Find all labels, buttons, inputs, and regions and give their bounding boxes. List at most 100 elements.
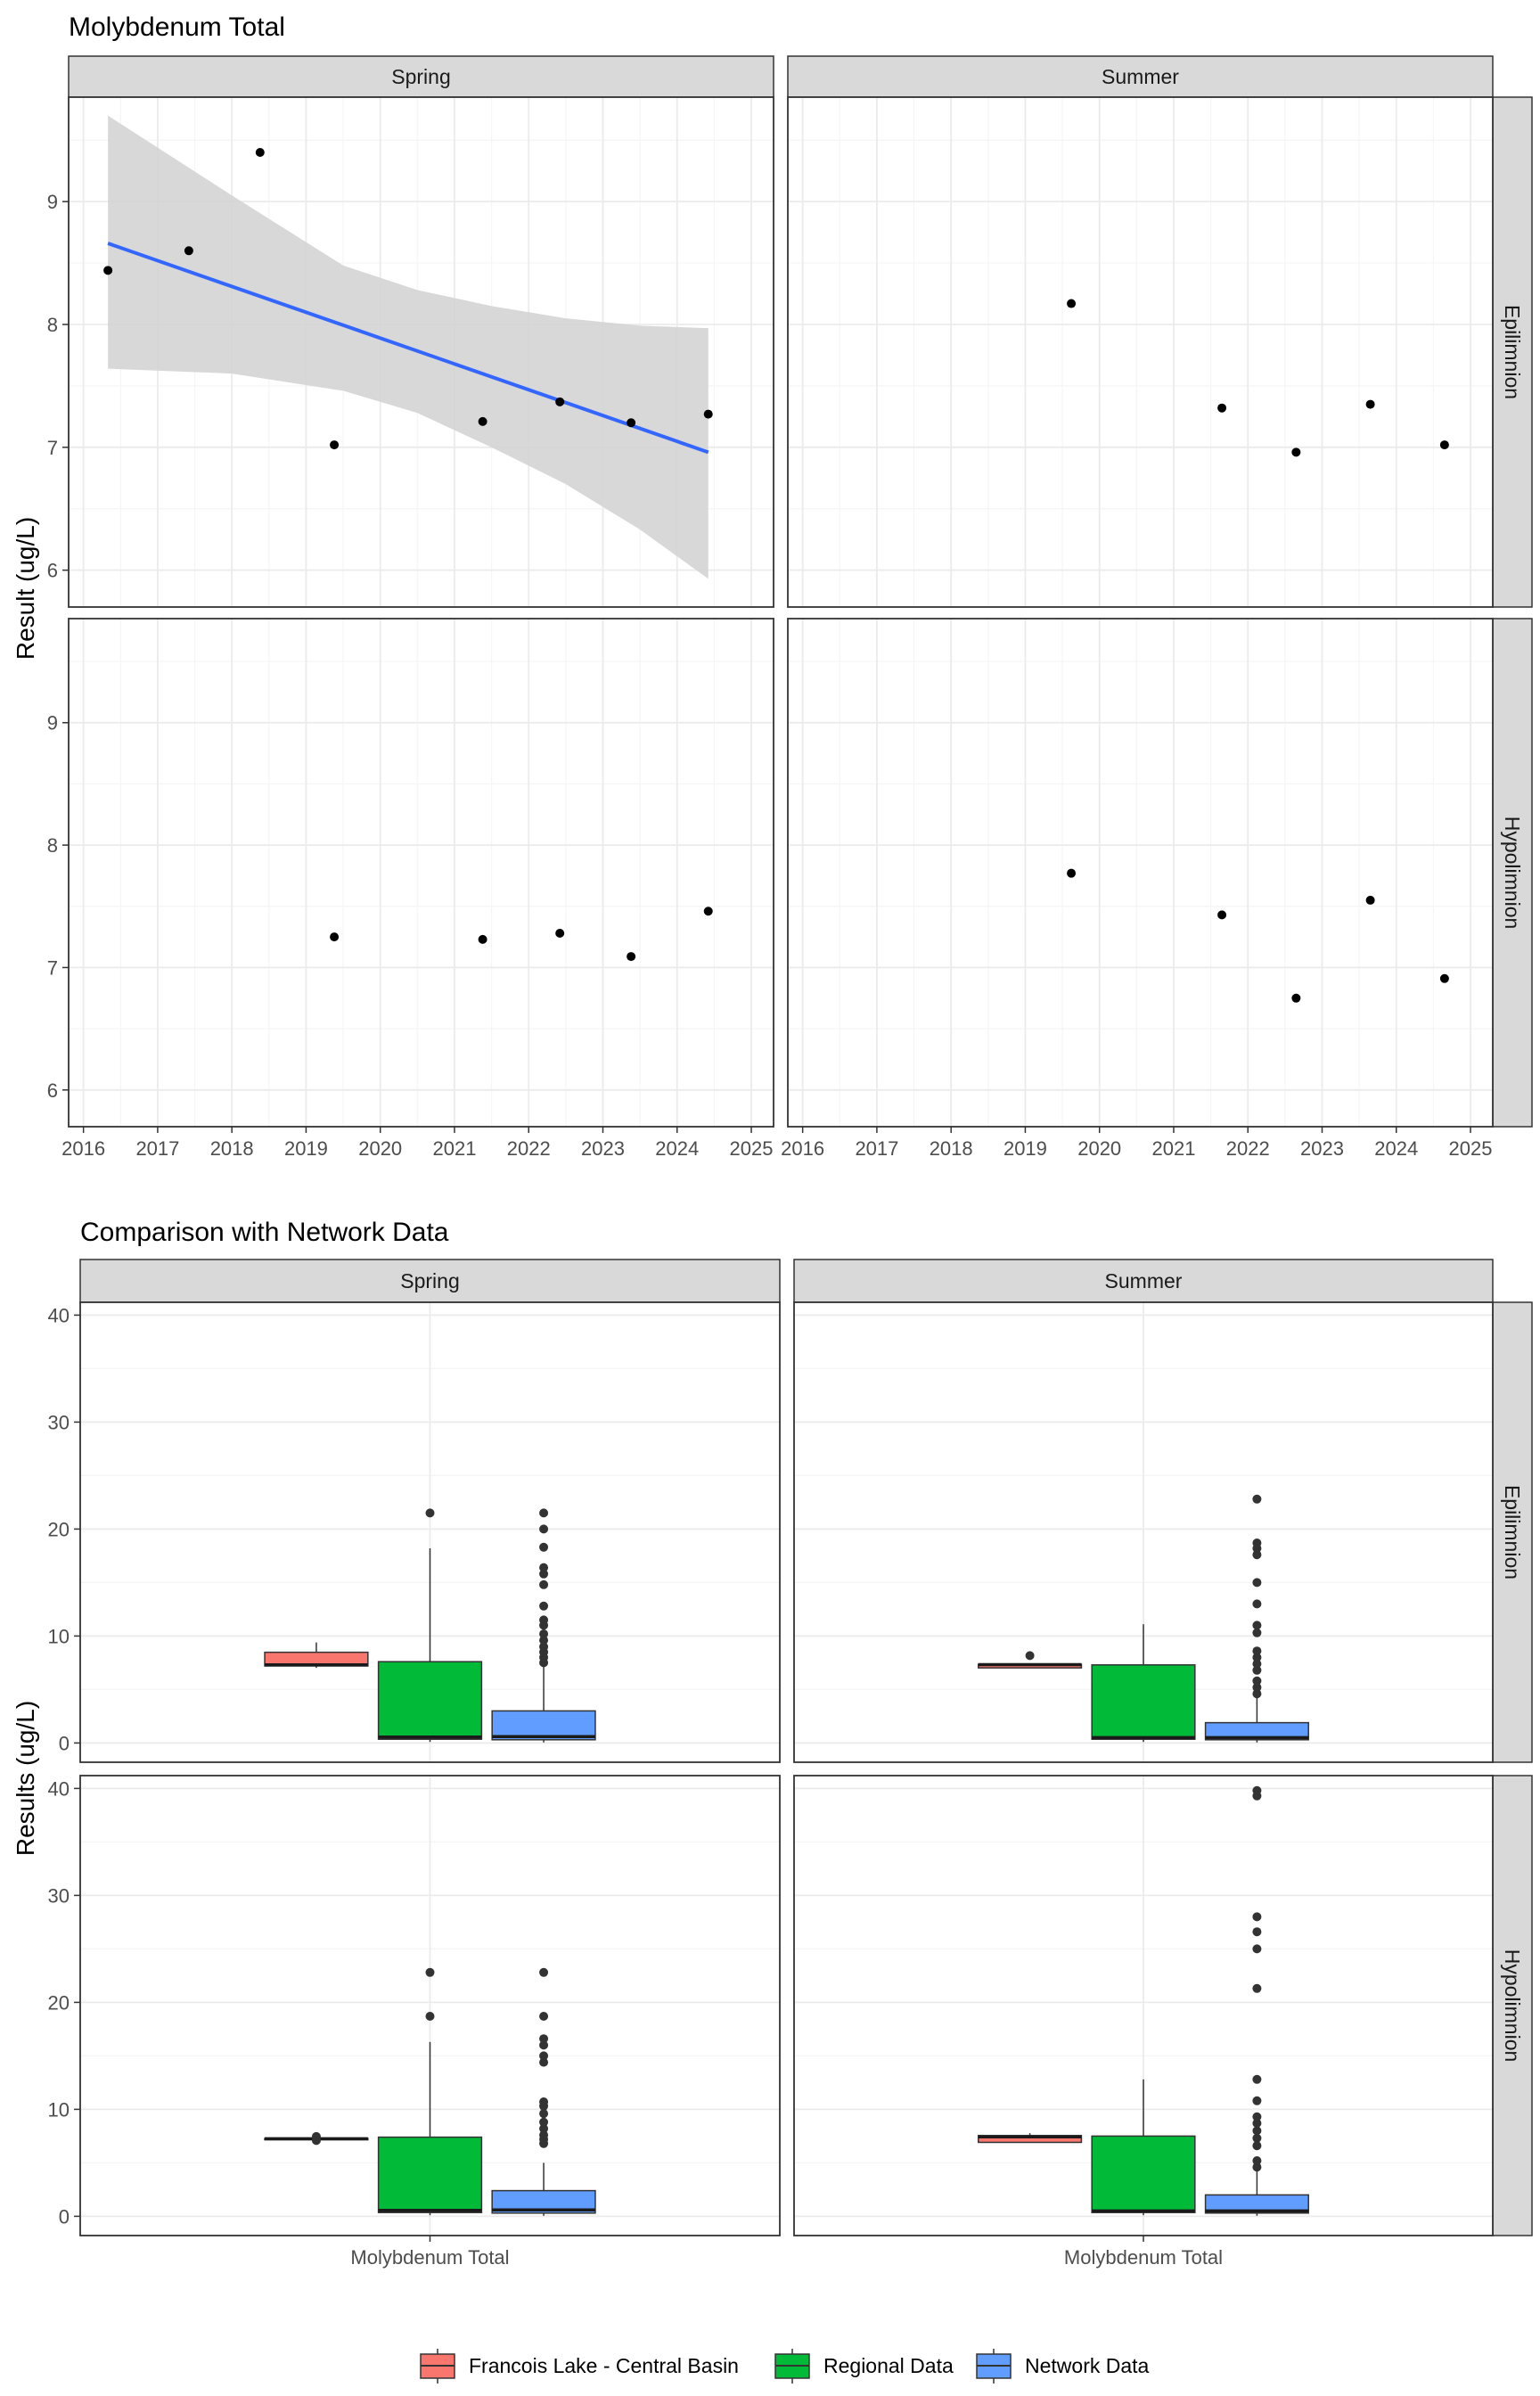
- facet-strip-label-spring: Spring: [400, 1269, 459, 1292]
- data-point: [703, 907, 713, 916]
- x-tick-label: 2017: [855, 1137, 898, 1160]
- x-tick-label: 2019: [1003, 1137, 1047, 1160]
- x-tick-label: 2022: [507, 1137, 551, 1160]
- box-body: [491, 1710, 596, 1741]
- outlier-point: [539, 2057, 549, 2067]
- outlier-point: [1252, 1550, 1262, 1560]
- data-point: [1217, 910, 1227, 920]
- data-point: [1067, 299, 1077, 308]
- x-tick-label: 2018: [210, 1137, 254, 1160]
- data-point: [627, 418, 636, 428]
- y-tick-label: 0: [59, 2205, 70, 2228]
- panel-summer-epilimnion: [787, 96, 1494, 608]
- box-network-data: [1204, 1785, 1309, 2216]
- legend-item-network-data: Network Data: [976, 2349, 1150, 2384]
- x-tick-label: 2022: [1226, 1137, 1270, 1160]
- outlier-point: [1252, 2126, 1262, 2136]
- facet-strip-label-spring: Spring: [391, 65, 450, 88]
- outlier-point: [539, 2097, 549, 2106]
- outlier-point: [1252, 1659, 1262, 1669]
- facet-strip-hypolimnion: [1492, 1775, 1533, 2236]
- box-network-data: [1204, 1494, 1309, 1743]
- data-point: [627, 952, 636, 962]
- outlier-point: [539, 1601, 549, 1611]
- outlier-point: [1252, 1653, 1262, 1662]
- outlier-point: [539, 1629, 549, 1638]
- outlier-point: [425, 1508, 435, 1518]
- x-tick-label: 2020: [358, 1137, 402, 1160]
- outlier-point: [539, 1563, 549, 1572]
- x-tick-label: 2025: [1449, 1137, 1493, 1160]
- outlier-point: [1252, 2156, 1262, 2165]
- panel-background: [788, 97, 1493, 607]
- box-body: [377, 2136, 483, 2213]
- box-regional-data: [1091, 1624, 1196, 1743]
- data-point: [255, 148, 265, 158]
- panel-background: [788, 619, 1493, 1127]
- panel-spring-epilimnion: 0 10 20 30 40: [48, 1301, 781, 1763]
- facet-strip-label-summer: Summer: [1105, 1269, 1183, 1292]
- data-point: [1365, 895, 1375, 905]
- outlier-point: [539, 2034, 549, 2044]
- x-tick-label: 2021: [432, 1137, 476, 1160]
- facet-strip-label-summer: Summer: [1102, 65, 1179, 88]
- panel-border: [79, 1301, 781, 1763]
- box-regional-data: [377, 1508, 483, 1743]
- box-network-data: [491, 1967, 596, 2216]
- box-body: [377, 1661, 483, 1740]
- legend-label-network-data: Network Data: [1025, 2354, 1150, 2377]
- box-francois-lake-central-basin: [978, 2133, 1083, 2144]
- panel-background: [69, 619, 774, 1127]
- panel-border: [68, 618, 774, 1128]
- outlier-point: [1252, 2112, 1262, 2121]
- outlier-point: [1252, 1665, 1262, 1675]
- trend-line: [107, 242, 709, 455]
- outlier-point: [425, 1967, 435, 1977]
- outlier-point: [425, 2012, 435, 2021]
- legend-label-regional-data: Regional Data: [823, 2354, 954, 2377]
- outlier-point: [1252, 1494, 1262, 1504]
- x-tick-label: 2017: [135, 1137, 179, 1160]
- outlier-point: [1252, 1621, 1262, 1630]
- facet-strip-label-hypolimnion: Hypolimnion: [1501, 1949, 1524, 2063]
- facet-panels: Spring Summer Epilimnion Hypolimnion 0 10 20 30…: [48, 1259, 1533, 2269]
- box-francois-lake-central-basin: [978, 1651, 1083, 1669]
- y-axis-title: Result (ug/L): [12, 517, 39, 660]
- outlier-point: [1252, 1646, 1262, 1656]
- outlier-point: [1252, 2162, 1262, 2172]
- outlier-point: [1252, 1578, 1262, 1588]
- data-point: [330, 440, 340, 450]
- facet-strip-epilimnion: [1492, 96, 1533, 608]
- y-tick-label: 10: [48, 2098, 70, 2121]
- scatter-trend-plot: Molybdenum Total Result (ug/L) Spring Sum…: [12, 12, 1533, 1160]
- legend-item-regional-data: Regional Data: [774, 2349, 954, 2384]
- y-tick-label: 6: [47, 560, 58, 582]
- x-tick-label: 2024: [655, 1137, 699, 1160]
- y-tick-label: 10: [48, 1625, 70, 1647]
- outlier-point: [539, 2051, 549, 2061]
- data-point: [1217, 403, 1227, 413]
- outlier-point: [539, 1967, 549, 1977]
- data-point: [555, 928, 565, 938]
- panel-summer-hypolimnion: 2016 2017 2018 2019 2020 2021 2022 2023 2024 2025: [781, 618, 1494, 1160]
- outlier-point: [1252, 1689, 1262, 1699]
- x-tick-label: Molybdenum Total: [350, 2246, 509, 2269]
- outlier-point: [1252, 1676, 1262, 1686]
- x-tick-label: 2016: [61, 1137, 105, 1160]
- x-tick-label: 2024: [1374, 1137, 1418, 1160]
- y-tick-label: 7: [47, 437, 58, 459]
- outlier-point: [1252, 2119, 1262, 2128]
- data-point: [478, 416, 487, 426]
- box-body: [1204, 1721, 1309, 1741]
- legend-label-francois-lake: Francois Lake - Central Basin: [469, 2354, 739, 2377]
- facet-strip-hypolimnion: [1492, 618, 1533, 1128]
- x-tick-label: Molybdenum Total: [1064, 2246, 1223, 2269]
- outlier-point: [1252, 1785, 1262, 1795]
- x-tick-label: 2023: [1300, 1137, 1344, 1160]
- facet-panels: Spring Summer Epilimnion Hypolimnion 6 7 8 9 6 7 8…: [47, 55, 1533, 1160]
- outlier-point: [539, 2130, 549, 2140]
- outlier-point: [539, 1508, 549, 1518]
- x-tick-label: 2020: [1077, 1137, 1121, 1160]
- x-tick-label: 2025: [730, 1137, 774, 1160]
- panel-border: [793, 1301, 1494, 1763]
